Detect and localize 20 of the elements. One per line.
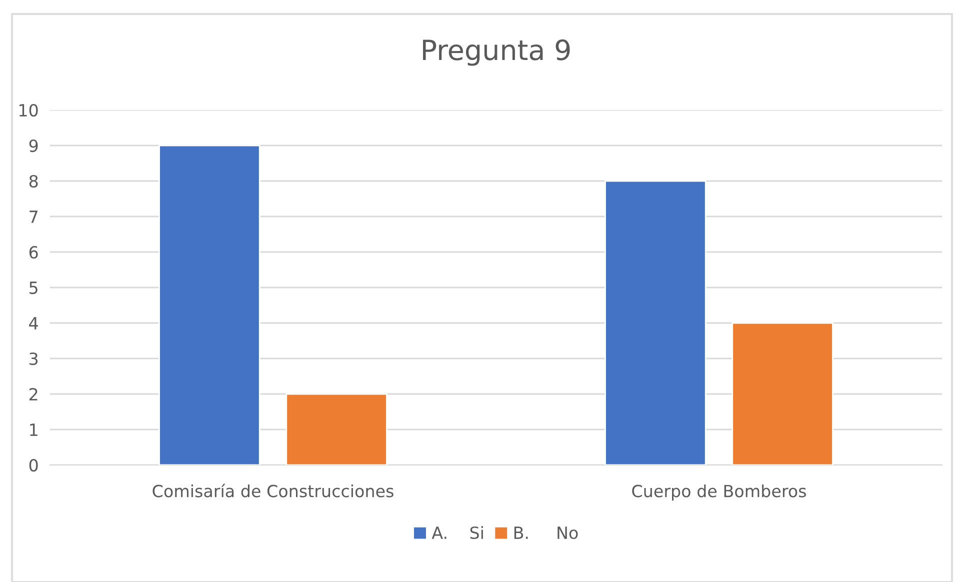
y-tick-label: 3 bbox=[30, 352, 38, 366]
y-tick-label: 4 bbox=[29, 317, 38, 330]
y-tick-label: 10 bbox=[20, 104, 38, 117]
x-tick-label: Comisaría de Construcciones bbox=[152, 484, 394, 498]
y-tick-label: 6 bbox=[29, 246, 38, 259]
y-tick-label: 1 bbox=[30, 424, 38, 436]
bar bbox=[732, 322, 834, 465]
bar bbox=[286, 393, 388, 465]
y-tick-label: 2 bbox=[30, 388, 38, 400]
y-tick-label: 0 bbox=[29, 458, 38, 472]
y-tick-label: 7 bbox=[30, 210, 38, 223]
legend-label: A. Si bbox=[432, 526, 483, 540]
y-tick-label: 9 bbox=[29, 139, 38, 152]
bar bbox=[604, 180, 706, 465]
x-tick-label: Cuerpo de Bomberos bbox=[632, 484, 806, 501]
legend-label: B. No bbox=[514, 526, 578, 540]
bar bbox=[158, 144, 260, 465]
y-tick-label: 8 bbox=[29, 174, 38, 188]
chart-title: Pregunta 9 bbox=[423, 39, 570, 66]
y-tick-label: 5 bbox=[30, 282, 38, 294]
